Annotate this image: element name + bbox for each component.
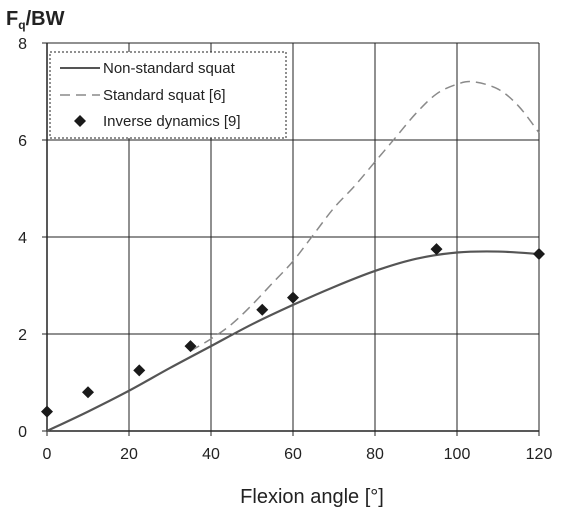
data-point-inverse-dynamics <box>133 364 146 377</box>
y-tick-label: 8 <box>18 36 27 53</box>
legend-label-inverse-dynamics: Inverse dynamics [9] <box>103 113 241 130</box>
y-tick-label: 2 <box>18 327 27 344</box>
legend: Non-standard squat Standard squat [6] In… <box>49 51 287 139</box>
data-point-inverse-dynamics <box>430 243 443 256</box>
data-point-inverse-dynamics <box>41 405 53 418</box>
x-tick-label: 40 <box>202 446 220 463</box>
series-line-non-standard-squat <box>46 250 540 432</box>
data-point-inverse-dynamics <box>184 340 197 353</box>
y-axis-label: Fq/BW <box>6 8 65 32</box>
tick-labels: 0 20 40 60 80 100 120 0 2 4 6 8 <box>18 36 552 463</box>
x-tick-label: 80 <box>366 446 384 463</box>
x-tick-label: 60 <box>284 446 302 463</box>
axes <box>42 42 540 436</box>
legend-swatch-inverse-dynamics <box>74 115 86 127</box>
legend-box <box>49 51 287 139</box>
y-tick-label: 0 <box>18 424 27 441</box>
x-tick-label: 100 <box>444 446 471 463</box>
legend-label-standard-squat: Standard squat [6] <box>103 87 226 104</box>
plot-series <box>41 80 545 432</box>
x-tick-label: 0 <box>43 446 52 463</box>
data-point-inverse-dynamics <box>533 247 545 260</box>
y-tick-label: 6 <box>18 133 27 150</box>
x-axis-label: Flexion angle [°] <box>240 486 384 508</box>
y-tick-label: 4 <box>18 230 27 247</box>
data-point-inverse-dynamics <box>82 386 94 399</box>
legend-label-non-standard-squat: Non-standard squat <box>103 60 236 77</box>
x-tick-label: 120 <box>526 446 553 463</box>
data-point-inverse-dynamics <box>287 291 299 304</box>
x-tick-label: 20 <box>120 446 138 463</box>
data-point-inverse-dynamics <box>256 303 269 316</box>
